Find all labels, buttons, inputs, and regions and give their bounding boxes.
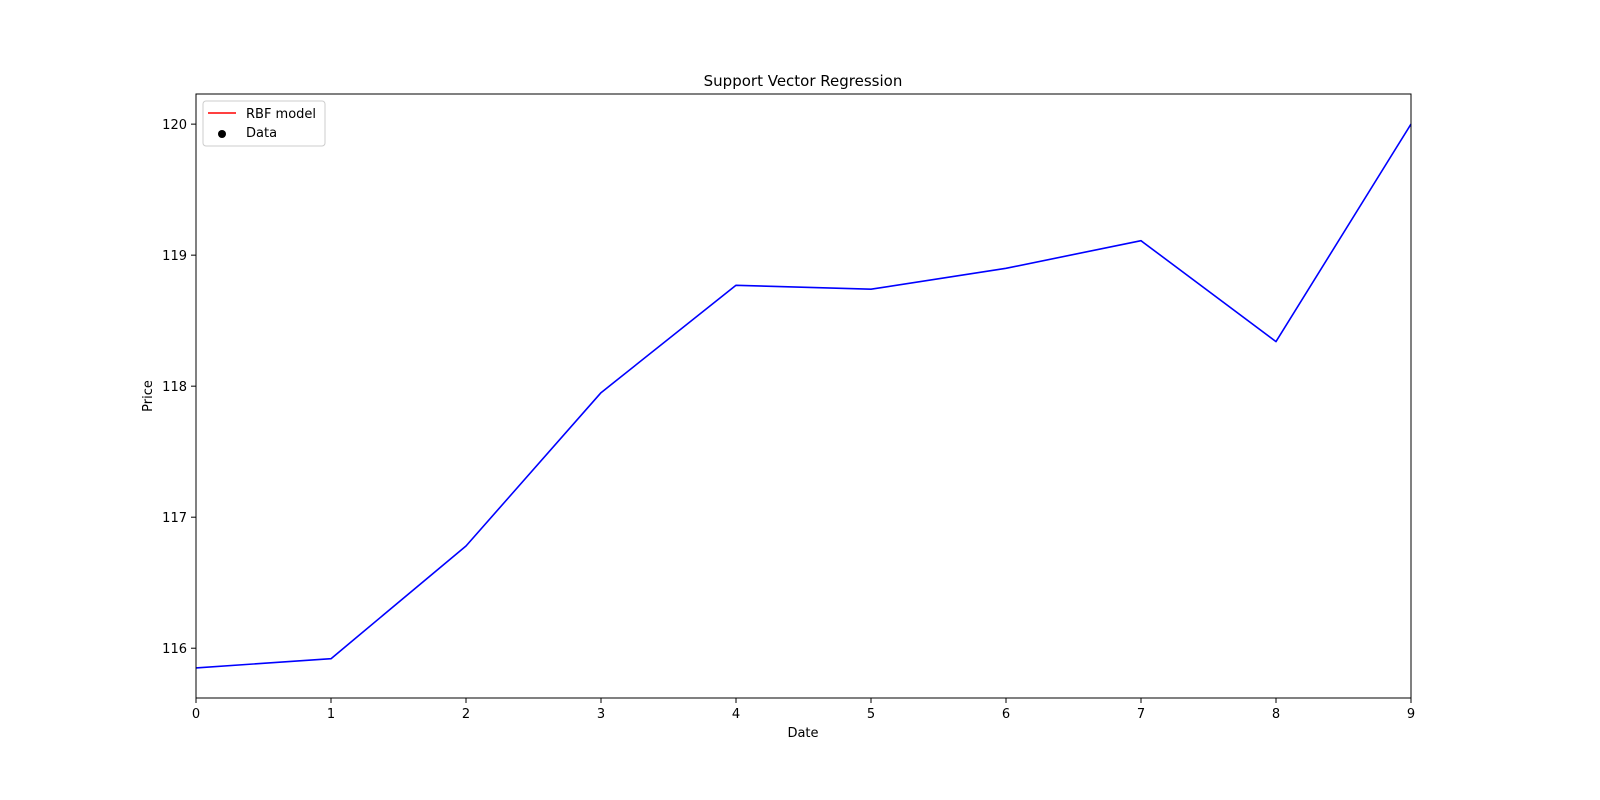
x-tick-label-6: 6 — [1002, 707, 1010, 722]
x-axis: 0 1 2 3 4 5 6 7 8 9 — [192, 698, 1415, 722]
legend: RBF model Data — [202, 100, 326, 147]
y-tick-label-120: 120 — [162, 118, 187, 133]
x-tick-label-3: 3 — [597, 707, 605, 722]
y-tick-label-118: 118 — [162, 380, 187, 395]
x-axis-label: Date — [787, 726, 818, 741]
plot-area: 0 1 2 3 4 5 6 7 8 9 116 117 118 119 120 — [162, 93, 1415, 722]
chart-title: Support Vector Regression — [704, 72, 903, 90]
series-layer — [195, 123, 1412, 669]
x-tick-label-4: 4 — [732, 707, 740, 722]
x-tick-label-7: 7 — [1137, 707, 1145, 722]
x-tick-label-8: 8 — [1272, 707, 1280, 722]
x-tick-label-9: 9 — [1407, 707, 1415, 722]
y-tick-label-119: 119 — [162, 249, 187, 264]
x-tick-label-5: 5 — [867, 707, 875, 722]
y-axis-label: Price — [141, 380, 156, 412]
legend-rbf-model-label: RBF model — [246, 107, 316, 122]
axes-frame — [195, 93, 1412, 699]
x-tick-label-1: 1 — [327, 707, 335, 722]
y-axis: 116 117 118 119 120 — [162, 118, 196, 657]
x-tick-label-2: 2 — [462, 707, 470, 722]
legend-data-swatch — [218, 130, 226, 138]
y-tick-label-117: 117 — [162, 511, 187, 526]
x-tick-label-0: 0 — [192, 707, 200, 722]
y-tick-label-116: 116 — [162, 642, 187, 657]
legend-data-label: Data — [246, 126, 277, 141]
series-line-0 — [195, 123, 1412, 669]
